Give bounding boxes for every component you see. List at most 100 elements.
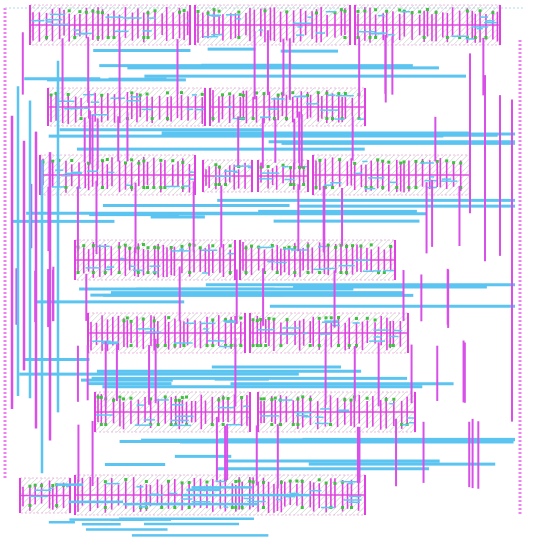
- contact: [374, 8, 378, 12]
- contact: [211, 318, 215, 322]
- contact: [296, 423, 300, 426]
- contact: [100, 186, 104, 189]
- contact: [129, 396, 133, 400]
- contact: [169, 245, 173, 249]
- contact: [365, 396, 369, 400]
- contact: [130, 158, 134, 162]
- contact: [324, 481, 328, 485]
- contact: [105, 158, 109, 162]
- contact: [261, 480, 265, 484]
- contact: [130, 186, 134, 189]
- contact: [261, 506, 265, 509]
- contact: [240, 506, 244, 509]
- contact: [181, 186, 185, 189]
- contact: [279, 480, 283, 484]
- contact: [491, 11, 495, 15]
- contact: [381, 186, 385, 189]
- contact: [285, 318, 289, 322]
- contact: [146, 11, 150, 15]
- contact: [117, 271, 121, 274]
- contact: [317, 478, 321, 482]
- contact: [96, 36, 100, 39]
- contact: [171, 159, 175, 163]
- contact: [237, 479, 241, 483]
- contact: [146, 36, 150, 39]
- contact: [317, 344, 321, 347]
- contact: [180, 244, 184, 248]
- contact: [103, 480, 107, 484]
- contact: [99, 423, 103, 426]
- contact: [273, 396, 277, 400]
- contact: [266, 165, 270, 169]
- contact: [185, 423, 189, 426]
- contact: [392, 397, 396, 401]
- contact: [104, 423, 108, 426]
- contact: [287, 245, 291, 249]
- contact: [174, 423, 178, 426]
- contact: [129, 344, 133, 347]
- contact: [337, 344, 341, 347]
- contact: [293, 245, 297, 249]
- contact: [337, 316, 341, 320]
- contact: [254, 91, 258, 95]
- contact: [179, 91, 183, 95]
- contact: [418, 10, 422, 14]
- contact: [200, 92, 204, 96]
- contact: [414, 186, 418, 189]
- contact: [365, 316, 369, 320]
- contact: [301, 395, 305, 399]
- contact: [51, 159, 55, 163]
- contact: [159, 158, 163, 162]
- contact: [240, 396, 244, 400]
- contact: [356, 36, 360, 39]
- contact: [136, 271, 140, 274]
- contact: [434, 10, 438, 14]
- contact: [248, 479, 252, 483]
- contact: [402, 160, 406, 164]
- contact: [146, 246, 150, 250]
- contact: [337, 92, 341, 96]
- contact: [206, 11, 210, 15]
- contact: [343, 36, 347, 39]
- contact: [280, 92, 284, 96]
- contact: [160, 506, 164, 509]
- contact: [163, 186, 167, 189]
- contact: [82, 244, 86, 248]
- contact: [259, 165, 263, 169]
- contact: [64, 186, 68, 189]
- contact: [51, 483, 55, 487]
- contact: [217, 165, 221, 169]
- contact: [410, 11, 414, 15]
- contact: [263, 9, 267, 13]
- contact: [150, 117, 154, 120]
- contact: [228, 244, 232, 248]
- contact: [330, 117, 334, 120]
- contact: [264, 344, 268, 347]
- contact: [270, 423, 274, 426]
- contact: [103, 506, 107, 509]
- contact: [354, 344, 358, 347]
- contact: [166, 479, 170, 483]
- contact: [214, 183, 218, 186]
- contact: [289, 166, 293, 170]
- contact: [250, 244, 254, 248]
- contact: [66, 92, 70, 96]
- contact: [452, 161, 456, 165]
- contact: [325, 117, 329, 120]
- contact: [445, 159, 449, 163]
- contact: [239, 344, 243, 347]
- contact: [137, 161, 141, 165]
- contact: [458, 36, 462, 39]
- contact: [291, 91, 295, 95]
- contact: [129, 319, 133, 323]
- contact: [484, 36, 488, 39]
- contact: [343, 9, 347, 13]
- contact: [152, 319, 156, 323]
- contact: [295, 479, 299, 483]
- contact: [376, 271, 380, 274]
- contact: [187, 506, 191, 509]
- contact: [387, 160, 391, 164]
- contact: [141, 243, 145, 247]
- contact: [381, 159, 385, 163]
